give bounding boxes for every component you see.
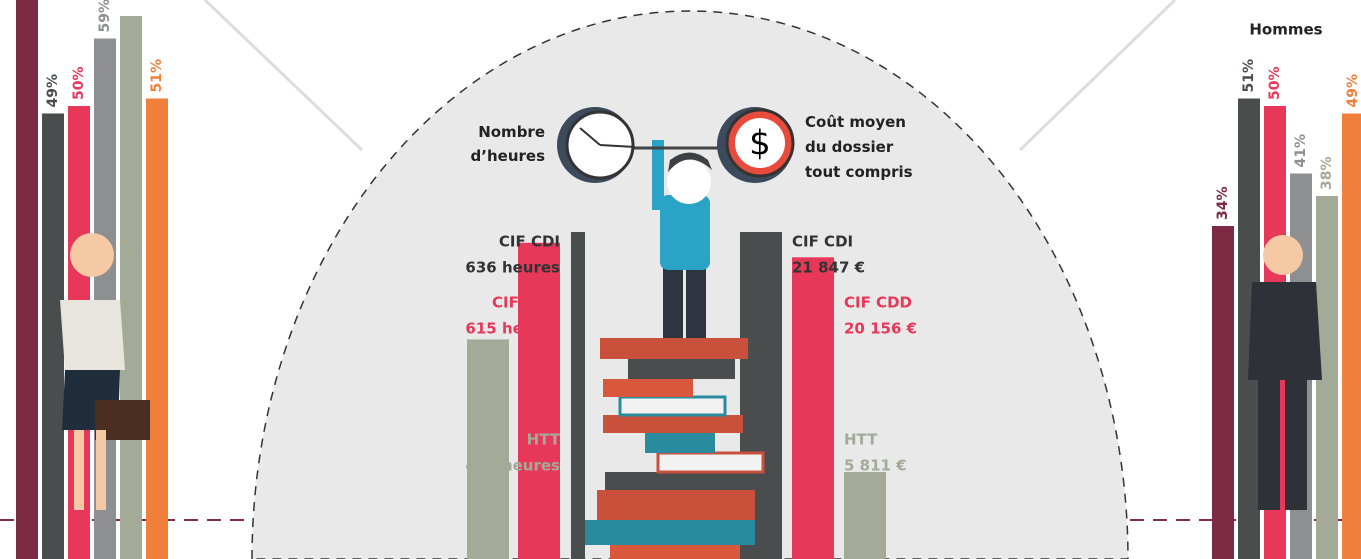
woman [60, 233, 150, 510]
bar-label: 34% [1215, 186, 1231, 220]
bar-name: CIF CDI [792, 233, 853, 251]
bar-label: 51% [149, 59, 165, 93]
bar-label: 51% [1241, 59, 1257, 93]
bar [16, 0, 38, 559]
bar [844, 472, 886, 559]
bar-label: 49% [45, 74, 61, 108]
title-line: du dossier [805, 138, 894, 156]
divider [203, 0, 364, 152]
bar-name: HTT [844, 431, 878, 449]
bar [42, 113, 64, 559]
bar [1212, 226, 1234, 559]
bar [146, 98, 168, 559]
bar [1342, 113, 1361, 559]
bar-label: 41% [1293, 134, 1309, 168]
bar [1316, 196, 1338, 559]
bar-name: HTT [527, 431, 561, 449]
bar [518, 242, 560, 559]
title-line: Coût moyen [805, 113, 906, 131]
bar-value: 636 heures [465, 259, 560, 277]
bar-label: 38% [1319, 156, 1335, 190]
divider [1018, 0, 1177, 152]
figure [652, 140, 712, 338]
bar-name: CIF CDD [844, 294, 912, 312]
bar-value: 20 156 € [844, 320, 917, 338]
bar-label: 50% [1267, 66, 1283, 100]
bar-label: 49% [1345, 74, 1361, 108]
bar-name: CIF CDD [492, 294, 560, 312]
bar [1238, 98, 1260, 559]
bar-value: 615 heures [465, 320, 560, 338]
bar [792, 257, 834, 559]
bar [467, 339, 509, 559]
title-line: tout compris [805, 163, 913, 181]
books [585, 338, 765, 559]
hours-title: Nombre d’heures [471, 123, 546, 165]
bar-value: 427 heures [465, 457, 560, 475]
title-line: d’heures [471, 147, 546, 165]
bar-value: 5 811 € [844, 457, 907, 475]
title-line: Nombre [478, 123, 545, 141]
cost-icon [735, 118, 785, 168]
bar [571, 232, 585, 559]
clock-hands [579, 127, 636, 148]
dollar-sign: $ [749, 124, 771, 164]
bar-label: 50% [71, 66, 87, 100]
bar-value: 21 847 € [792, 259, 865, 277]
bar-label: 59% [97, 0, 113, 33]
cost-title: Coût moyen du dossier tout compris [805, 113, 913, 181]
bar [120, 16, 142, 559]
men-title: Hommes [1249, 21, 1322, 39]
man [1248, 235, 1322, 510]
bar-name: CIF CDI [499, 233, 560, 251]
